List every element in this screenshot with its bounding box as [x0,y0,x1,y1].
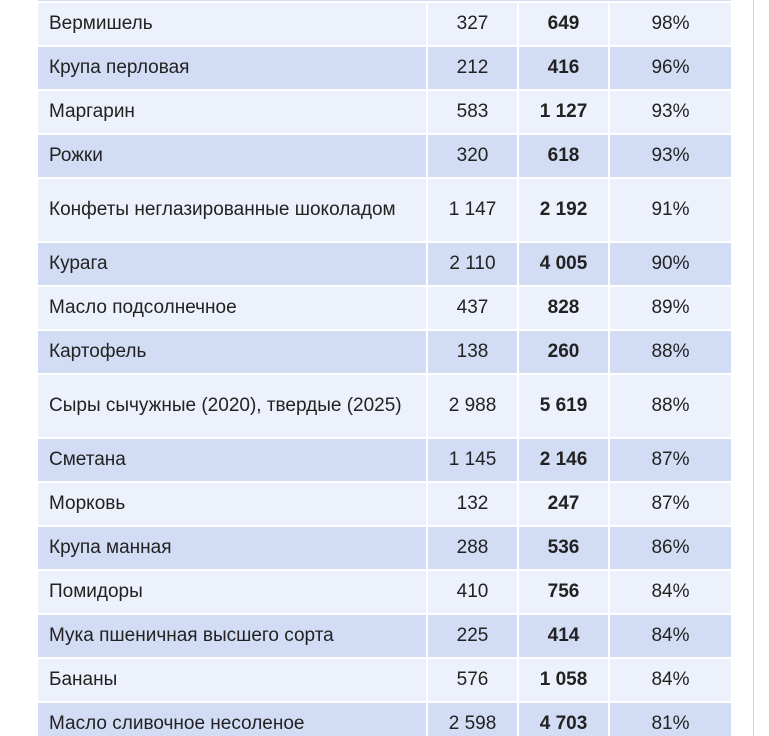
product-name-cell: Маргарин [38,91,428,135]
price-2020-cell: 583 [428,91,519,135]
price-increase-table: Вермишель 327 649 98% Крупа перловая 212 416 96… [38,0,731,736]
price-2020-cell: 212 [428,47,519,91]
product-name-cell: Мука пшеничная высшего сорта [38,615,428,659]
price-2020-cell: 437 [428,287,519,331]
price-2020-cell: 288 [428,527,519,571]
price-2025-cell: 260 [519,331,610,375]
product-name-cell: Вермишель [38,3,428,47]
increase-percent-cell: 86% [610,527,731,571]
product-name-cell: Масло подсолнечное [38,287,428,331]
price-2020-cell: 138 [428,331,519,375]
increase-percent-cell: 93% [610,91,731,135]
price-2020-cell: 132 [428,483,519,527]
price-2020-cell: 410 [428,571,519,615]
price-2025-cell: 649 [519,3,610,47]
price-2025-cell: 4 005 [519,243,610,287]
increase-percent-cell: 88% [610,331,731,375]
product-name-cell: Морковь [38,483,428,527]
table-row: Картофель 138 260 88% [38,331,731,375]
table-row: Мука пшеничная высшего сорта 225 414 84% [38,615,731,659]
price-2020-cell: 2 110 [428,243,519,287]
table-row: Помидоры 410 756 84% [38,571,731,615]
table-row: Вермишель 327 649 98% [38,3,731,47]
price-2025-cell: 2 192 [519,179,610,243]
increase-percent-cell: 89% [610,287,731,331]
price-2025-cell: 618 [519,135,610,179]
price-2020-cell: 2 988 [428,375,519,439]
product-name-cell: Крупа манная [38,527,428,571]
table-row: Рожки 320 618 93% [38,135,731,179]
table-row: Масло сливочное несоленое 2 598 4 703 81% [38,703,731,736]
price-2025-cell: 1 127 [519,91,610,135]
table-row: Маргарин 583 1 127 93% [38,91,731,135]
price-2020-cell: 1 145 [428,439,519,483]
product-name-cell: Рожки [38,135,428,179]
price-2020-cell: 2 598 [428,703,519,736]
price-2025-cell: 414 [519,615,610,659]
product-name-cell: Помидоры [38,571,428,615]
price-2025-cell: 416 [519,47,610,91]
price-2025-cell: 828 [519,287,610,331]
product-name-cell: Картофель [38,331,428,375]
product-name-cell: Бананы [38,659,428,703]
price-2025-cell: 5 619 [519,375,610,439]
increase-percent-cell: 87% [610,439,731,483]
increase-percent-cell: 98% [610,3,731,47]
price-2025-cell: 536 [519,527,610,571]
price-2025-cell: 1 058 [519,659,610,703]
price-2020-cell: 1 147 [428,179,519,243]
price-2025-cell: 247 [519,483,610,527]
price-2020-cell: 327 [428,3,519,47]
table-row-partial [38,0,731,3]
price-2025-cell: 2 146 [519,439,610,483]
table-row: Сметана 1 145 2 146 87% [38,439,731,483]
increase-percent-cell: 93% [610,135,731,179]
increase-percent-cell: 96% [610,47,731,91]
increase-percent-cell: 87% [610,483,731,527]
increase-percent-cell: 91% [610,179,731,243]
product-name-cell: Сыры сычужные (2020), твердые (2025) [38,375,428,439]
price-2025-cell: 756 [519,571,610,615]
table-body: Вермишель 327 649 98% Крупа перловая 212 416 96… [38,0,731,736]
increase-percent-cell: 81% [610,703,731,736]
table-row: Конфеты неглазированные шоколадом 1 147 2 … [38,179,731,243]
page-border [753,0,754,736]
table-row: Морковь 132 247 87% [38,483,731,527]
product-name-cell: Конфеты неглазированные шоколадом [38,179,428,243]
increase-percent-cell: 90% [610,243,731,287]
table-row: Сыры сычужные (2020), твердые (2025) 2 98… [38,375,731,439]
table-row: Крупа перловая 212 416 96% [38,47,731,91]
price-2020-cell: 225 [428,615,519,659]
increase-percent-cell: 88% [610,375,731,439]
price-2020-cell: 576 [428,659,519,703]
price-2020-cell: 320 [428,135,519,179]
product-name-cell: Сметана [38,439,428,483]
increase-percent-cell: 84% [610,659,731,703]
product-name-cell: Курага [38,243,428,287]
price-2025-cell: 4 703 [519,703,610,736]
table-row: Бананы 576 1 058 84% [38,659,731,703]
product-name-cell: Крупа перловая [38,47,428,91]
product-name-cell: Масло сливочное несоленое [38,703,428,736]
increase-percent-cell: 84% [610,615,731,659]
table-row: Масло подсолнечное 437 828 89% [38,287,731,331]
increase-percent-cell: 84% [610,571,731,615]
table-row: Курага 2 110 4 005 90% [38,243,731,287]
table-row: Крупа манная 288 536 86% [38,527,731,571]
